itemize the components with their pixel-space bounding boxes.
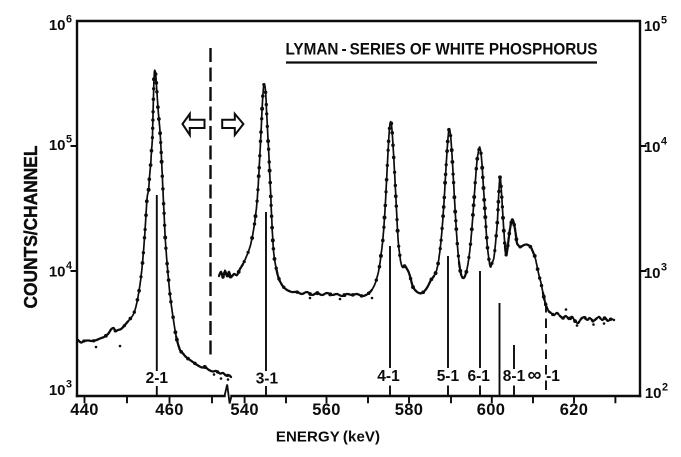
svg-text:460: 460 (155, 401, 183, 419)
svg-text:COUNTS/CHANNEL: COUNTS/CHANNEL (20, 146, 41, 309)
svg-text:ENERGY (keV): ENERGY (keV) (276, 429, 380, 446)
svg-text:10: 10 (49, 17, 66, 34)
svg-text:3-1: 3-1 (256, 371, 279, 388)
svg-text:8-1: 8-1 (503, 368, 526, 385)
svg-text:580: 580 (395, 401, 423, 419)
svg-text:5: 5 (661, 15, 667, 27)
svg-text:10: 10 (49, 264, 66, 281)
svg-text:-1: -1 (546, 368, 560, 385)
svg-text:560: 560 (312, 401, 340, 419)
svg-text:440: 440 (70, 401, 98, 419)
svg-text:2: 2 (662, 382, 668, 394)
svg-text:10: 10 (49, 382, 66, 399)
svg-text:10: 10 (644, 18, 661, 35)
svg-text:6-1: 6-1 (467, 368, 490, 385)
svg-text:10: 10 (645, 385, 662, 402)
svg-text:10: 10 (49, 137, 66, 154)
svg-text:540: 540 (230, 401, 258, 419)
svg-text:620: 620 (560, 401, 588, 419)
svg-text:4-1: 4-1 (377, 368, 400, 385)
svg-text:LYMAN - SERIES OF WHITE PHOSPH: LYMAN - SERIES OF WHITE PHOSPHORUS (286, 41, 598, 59)
svg-text:10: 10 (644, 265, 661, 282)
svg-text:2-1: 2-1 (146, 370, 169, 387)
svg-text:4: 4 (661, 136, 667, 148)
svg-text:3: 3 (66, 379, 72, 391)
svg-text:∞: ∞ (528, 364, 542, 386)
svg-text:600: 600 (477, 401, 505, 419)
svg-text:3: 3 (661, 262, 667, 274)
svg-text:6: 6 (66, 14, 72, 26)
svg-text:5: 5 (66, 134, 72, 146)
svg-text:5-1: 5-1 (437, 368, 460, 385)
svg-text:10: 10 (644, 139, 661, 156)
svg-text:4: 4 (66, 260, 72, 272)
